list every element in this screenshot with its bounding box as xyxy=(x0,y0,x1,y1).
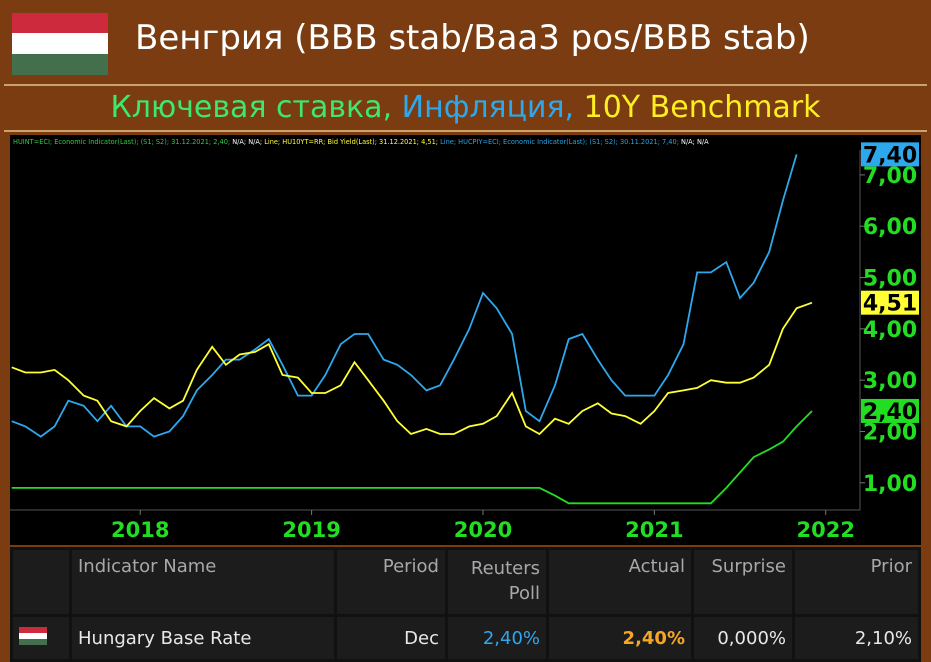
end-label-box xyxy=(861,142,919,167)
flag xyxy=(12,13,108,75)
cell: 2,40% xyxy=(549,617,691,659)
flag xyxy=(19,626,47,645)
subtitle-part: Инфляция, xyxy=(392,90,575,125)
x-tick-label: 2022 xyxy=(796,518,854,542)
x-tick-label: 2021 xyxy=(625,518,683,542)
series-line xyxy=(11,154,798,438)
end-label-box xyxy=(861,290,919,315)
info-segment: Line; HU10YT=RR; Bid Yield(Last); 31.12.… xyxy=(264,138,438,146)
chart: HUINT=ECI; Economic Indicator(Last); (S1… xyxy=(10,135,921,545)
end-label: 7,40 xyxy=(863,143,917,168)
info-segment: N/A; N/A xyxy=(679,138,709,146)
end-label-box xyxy=(861,398,919,423)
y-tick-label: 2,00 xyxy=(863,420,917,445)
x-tick-label: 2020 xyxy=(454,518,512,542)
y-tick-label: 3,00 xyxy=(863,369,917,394)
info-segment: N/A; N/A; xyxy=(230,138,264,146)
info-segment: HUINT=ECI; Economic Indicator(Last); (S1… xyxy=(13,138,230,146)
y-tick-label: 4,00 xyxy=(863,318,917,343)
header-cell: Prior xyxy=(795,550,918,614)
y-tick-label: 7,00 xyxy=(863,164,917,189)
cell: Dec xyxy=(337,617,445,659)
subtitle-part: 10Y Benchmark xyxy=(574,90,821,125)
info-segment: Line; HUCPIY=ECI; Economic Indicator(Las… xyxy=(438,138,679,146)
series-line xyxy=(11,301,813,436)
end-label: 2,40 xyxy=(863,400,917,425)
y-tick-label: 6,00 xyxy=(863,215,917,240)
end-label: 4,51 xyxy=(863,292,917,317)
cell: 2,40% xyxy=(448,617,546,659)
flag-cell xyxy=(13,617,69,659)
header-cell xyxy=(13,550,69,614)
header-cell: Period xyxy=(337,550,445,614)
table-row: Hungary Base Rate Dec 2,40% 2,40% 0,000%… xyxy=(13,617,918,659)
table-header: Indicator Name Period Reuters Poll Actua… xyxy=(13,550,918,614)
header: Венгрия (BBB stab/Baa3 pos/BBB stab) xyxy=(0,0,931,82)
header-cell: Actual xyxy=(549,550,691,614)
y-tick-label: 5,00 xyxy=(863,267,917,292)
cell: Hungary Base Rate xyxy=(72,617,334,659)
cell: 0,000% xyxy=(694,617,792,659)
header-cell: Reuters Poll xyxy=(448,550,546,614)
series-line xyxy=(11,410,813,505)
x-tick-label: 2018 xyxy=(111,518,169,542)
subtitle-part: Ключевая ставка, xyxy=(110,90,393,125)
header-cell: Surprise xyxy=(694,550,792,614)
info-line: HUINT=ECI; Economic Indicator(Last); (S1… xyxy=(13,138,709,146)
x-tick-label: 2019 xyxy=(282,518,340,542)
title: Венгрия (BBB stab/Baa3 pos/BBB stab) xyxy=(135,18,810,58)
cell: 2,10% xyxy=(795,617,918,659)
header-cell: Indicator Name xyxy=(72,550,334,614)
data-table: Indicator Name Period Reuters Poll Actua… xyxy=(10,547,921,662)
subtitle: Ключевая ставка, Инфляция, 10Y Benchmark xyxy=(4,84,927,132)
y-tick-label: 1,00 xyxy=(863,472,917,497)
